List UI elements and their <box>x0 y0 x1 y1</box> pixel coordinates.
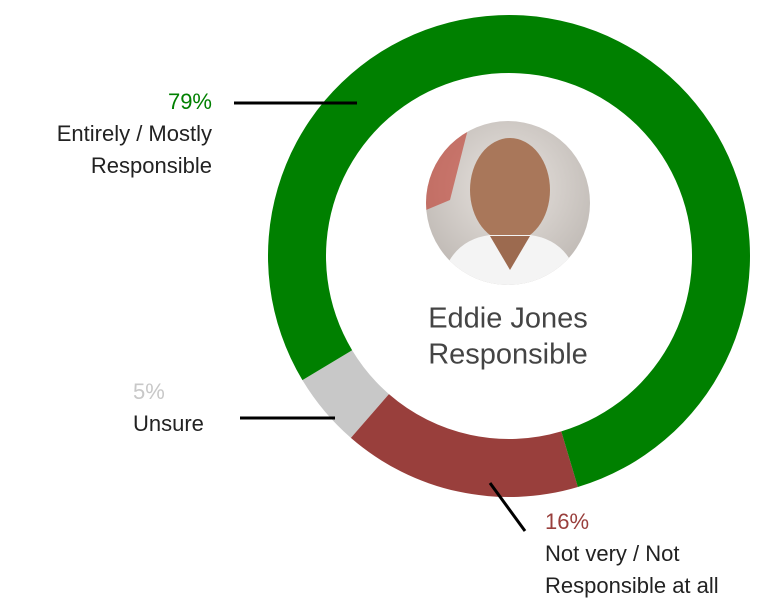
slice <box>350 394 578 498</box>
slice <box>302 350 389 438</box>
value-label: 79% <box>168 89 212 114</box>
category-label: Not very / Not <box>545 541 679 566</box>
photo <box>426 121 590 285</box>
category-label: Entirely / Mostly <box>57 121 212 146</box>
value-label: 16% <box>545 509 589 534</box>
category-label: Unsure <box>133 411 204 436</box>
leader-line <box>488 482 527 532</box>
center-label: Eddie Jones <box>428 303 588 335</box>
center-label: Responsible <box>428 339 588 371</box>
category-label: Responsible <box>91 153 212 178</box>
value-label: 5% <box>133 379 165 404</box>
category-label: Responsible at all <box>545 573 719 598</box>
